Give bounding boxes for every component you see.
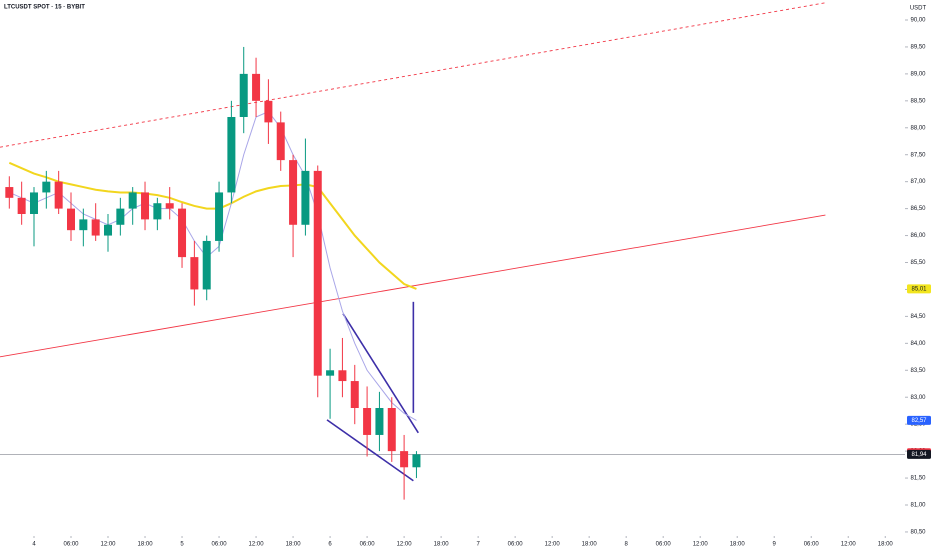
candle-body bbox=[289, 160, 298, 225]
chart-title: LTCUSDT SPOT · 15 · BYBIT bbox=[4, 5, 85, 11]
candle-body bbox=[338, 370, 347, 382]
candle-body bbox=[141, 192, 150, 220]
candle-body bbox=[350, 381, 359, 409]
y-tick-label: 83,50 bbox=[910, 368, 926, 374]
x-tick-label: 5 bbox=[180, 542, 184, 548]
y-tick-label: 80,50 bbox=[910, 530, 926, 536]
trend-line bbox=[326, 419, 414, 482]
x-tick-label: 18:00 bbox=[730, 542, 746, 548]
candle-body bbox=[264, 100, 273, 123]
x-tick-label: 9 bbox=[773, 542, 777, 548]
y-tick-label: 90,00 bbox=[910, 18, 926, 24]
x-tick-label: 06:00 bbox=[804, 542, 820, 548]
x-tick-label: 6 bbox=[328, 542, 332, 548]
x-tick-label: 06:00 bbox=[656, 542, 672, 548]
candle-body bbox=[239, 73, 248, 117]
candle-body bbox=[153, 203, 162, 220]
y-tick-label: 81,00 bbox=[910, 503, 926, 509]
candle-body bbox=[313, 170, 322, 376]
y-tick-label: 81,50 bbox=[910, 476, 926, 482]
candle-body bbox=[91, 219, 100, 236]
candle-body bbox=[326, 370, 335, 376]
price-badge-label: 85,01 bbox=[911, 286, 927, 292]
x-tick-label: 18:00 bbox=[138, 542, 154, 548]
candle-body bbox=[276, 122, 285, 161]
candle-body bbox=[227, 116, 236, 193]
currency-label: USDT bbox=[910, 6, 927, 12]
candle-body bbox=[375, 408, 384, 435]
candle-body bbox=[252, 73, 261, 101]
y-tick-label: 85,50 bbox=[910, 260, 926, 266]
x-tick-label: 8 bbox=[625, 542, 629, 548]
trend-line bbox=[0, 214, 826, 358]
moving-average bbox=[9, 110, 417, 421]
x-tick-label: 12:00 bbox=[397, 542, 413, 548]
y-tick-label: 84,00 bbox=[910, 341, 926, 347]
candle-body bbox=[400, 451, 409, 468]
candle-body bbox=[215, 192, 224, 241]
trend-line bbox=[342, 313, 419, 434]
candle-body bbox=[29, 192, 38, 214]
x-tick-label: 18:00 bbox=[434, 542, 450, 548]
x-tick-label: 06:00 bbox=[360, 542, 376, 548]
price-badge bbox=[907, 284, 931, 294]
candle-body bbox=[67, 208, 76, 231]
y-tick-label: 84,50 bbox=[910, 314, 926, 320]
x-tick-label: 12:00 bbox=[101, 542, 117, 548]
y-tick-label: 88,00 bbox=[910, 125, 926, 131]
candle-body bbox=[165, 203, 174, 209]
price-badge-label: 81,94 bbox=[911, 452, 927, 458]
candle-body bbox=[5, 187, 14, 198]
x-tick-label: 12:00 bbox=[545, 542, 561, 548]
candle-body bbox=[104, 224, 113, 236]
x-tick-label: 18:00 bbox=[878, 542, 894, 548]
x-tick-label: 7 bbox=[476, 542, 480, 548]
y-tick-label: 83,00 bbox=[910, 395, 926, 401]
x-tick-label: 18:00 bbox=[286, 542, 302, 548]
candle-body bbox=[387, 408, 396, 452]
candle-body bbox=[128, 192, 137, 209]
y-tick-label: 86,50 bbox=[910, 206, 926, 212]
price-badge bbox=[907, 449, 931, 459]
y-tick-label: 89,50 bbox=[910, 45, 926, 51]
x-tick-label: 12:00 bbox=[249, 542, 265, 548]
candle-body bbox=[202, 240, 211, 290]
candle-body bbox=[178, 208, 187, 258]
candle-body bbox=[54, 181, 63, 209]
x-tick-label: 06:00 bbox=[63, 542, 79, 548]
y-tick-label: 89,00 bbox=[910, 71, 926, 77]
y-tick-label: 87,50 bbox=[910, 152, 926, 158]
candle-body bbox=[190, 257, 199, 290]
x-tick-label: 06:00 bbox=[212, 542, 228, 548]
x-tick-label: 4 bbox=[32, 542, 36, 548]
price-badge bbox=[907, 415, 931, 425]
candle-body bbox=[116, 208, 125, 225]
price-badge-label: 82,57 bbox=[911, 418, 927, 424]
candle-body bbox=[363, 408, 372, 435]
candle-body bbox=[42, 181, 51, 193]
candle-body bbox=[301, 170, 310, 225]
y-tick-label: 88,50 bbox=[910, 98, 926, 104]
x-tick-label: 12:00 bbox=[693, 542, 709, 548]
trend-line bbox=[0, 2, 826, 148]
moving-average bbox=[8, 161, 417, 290]
x-tick-label: 12:00 bbox=[841, 542, 857, 548]
x-tick-label: 18:00 bbox=[582, 542, 598, 548]
candle-body bbox=[412, 454, 421, 468]
candle-body bbox=[17, 197, 26, 214]
y-tick-label: 87,00 bbox=[910, 179, 926, 185]
y-tick-label: 86,00 bbox=[910, 233, 926, 239]
x-tick-label: 06:00 bbox=[508, 542, 524, 548]
candle-body bbox=[79, 219, 88, 231]
